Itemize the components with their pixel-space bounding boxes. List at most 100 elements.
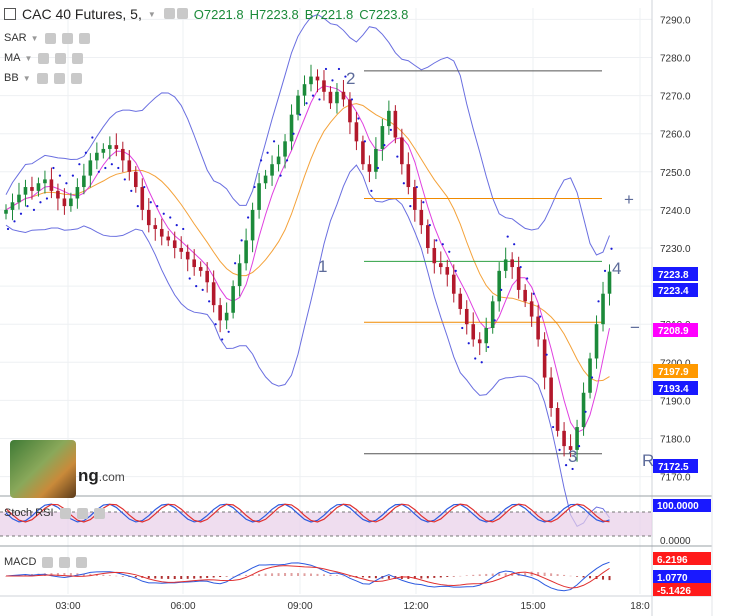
candle-body [231,286,235,313]
indicator-label: BB [4,72,19,84]
gear-icon[interactable] [55,52,67,64]
close-icon[interactable] [70,72,82,84]
macd-histogram-bar [504,573,507,576]
candle-body [296,95,300,115]
wave-label: 1 [318,257,327,276]
candle-body [172,240,177,248]
stoch-rsi-label[interactable]: Stoch RSI [4,507,105,519]
macd-histogram-bar [361,576,364,578]
price-tick-label: 7280.0 [660,54,691,65]
candle-body [471,324,476,340]
candle-body [250,209,255,241]
gear-icon[interactable] [53,72,65,84]
macd-histogram-bar [115,575,118,577]
macd-histogram-bar [173,576,176,579]
indicator-sar[interactable]: SAR ▼ [4,32,90,44]
sar-dot [545,353,548,356]
sar-dot [480,361,483,364]
settings-icons[interactable] [162,6,188,22]
macd-histogram-bar [264,573,267,576]
price-tick-label: 7290.0 [660,15,691,26]
close-icon[interactable] [78,32,90,44]
macd-histogram-bar [160,576,163,579]
macd-histogram-bar [420,576,423,579]
sar-dot [376,166,379,170]
sar-dot [357,117,360,120]
candle-body [555,408,560,431]
close-icon[interactable] [72,52,84,64]
collapse-icon[interactable] [4,8,16,20]
candle-body [536,316,540,340]
candle-body [114,145,119,149]
sar-dot [558,448,561,452]
indicator-label: MA [4,52,21,64]
sar-dot [97,170,100,173]
candle-body [23,187,28,195]
macd-histogram-bar [348,576,351,577]
ma-fast [5,85,610,434]
candle-body [43,179,47,184]
eye-icon[interactable] [44,32,56,44]
candle-body [17,194,21,203]
price-tick-label: 7270.0 [660,92,691,103]
sar-dot [584,410,587,413]
macd-histogram-bar [290,573,293,576]
candle-body [179,248,184,252]
macd-histogram-bar [426,576,429,579]
sar-dot [292,132,295,135]
macd-histogram-bar [284,573,287,576]
price-tag [653,459,698,473]
sar-dot [26,204,29,208]
candle-body [484,328,489,344]
eye-icon[interactable] [42,556,54,568]
gear-icon[interactable] [61,32,73,44]
price-tag [653,267,698,281]
macd-histogram-bar [56,573,59,576]
macd-histogram-bar [271,573,274,576]
gear-icon[interactable] [76,507,88,519]
sar-dot [221,338,224,341]
eye-icon[interactable] [36,72,48,84]
sar-dot [389,128,392,132]
gear-icon[interactable] [59,556,71,568]
macd-label-text: MACD [4,556,37,568]
sar-dot [318,98,321,101]
stoch-k-line [5,503,610,523]
macd-label[interactable]: MACD [4,556,88,568]
scroll-area [712,0,752,616]
candle-body [510,259,514,268]
candle-body [140,187,145,210]
sar-dot [130,189,133,192]
sar-dot [409,204,412,208]
stoch-band [0,512,652,536]
macd-histogram-bar [108,575,111,576]
bb-upper [5,13,610,256]
macd-histogram-bar [491,573,494,576]
sar-dot [6,227,10,231]
sar-dot [104,166,107,170]
sar-dot [311,94,315,97]
macd-histogram-bar [219,576,222,578]
sar-dot [526,277,529,280]
indicator-ma[interactable]: MA ▼ [4,52,84,64]
price-tick-label: 7190.0 [660,396,691,407]
sar-dot [266,151,269,154]
candle-body [283,141,287,157]
chevron-down-icon[interactable]: ▼ [147,9,156,19]
close-icon[interactable] [76,556,88,568]
price-tag [653,364,698,378]
sar-dot [45,197,49,200]
price-tick-label: 7200.0 [660,358,691,369]
indicator-bb[interactable]: BB ▼ [4,72,82,84]
price-tick-label: 7240.0 [660,206,691,217]
candle-body [224,312,229,321]
eye-icon[interactable] [38,52,50,64]
macd-histogram-bar [335,575,338,576]
watermark-text: ng [78,466,99,485]
close-icon[interactable] [93,507,105,519]
watermark: ng.com [10,440,125,498]
macd-histogram-bar [89,573,92,576]
eye-icon[interactable] [59,507,71,519]
symbol-title: CAC 40 Futures, 5, [22,6,142,22]
